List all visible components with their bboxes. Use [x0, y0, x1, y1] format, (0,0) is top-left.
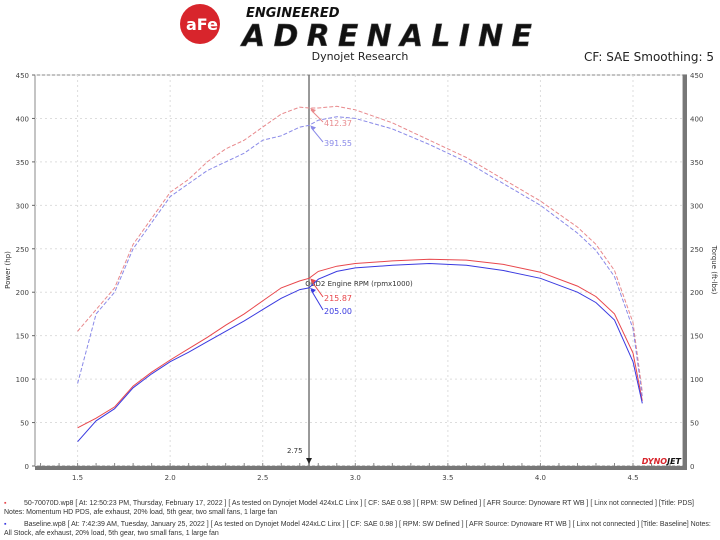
- x-tick-label: 2.0: [165, 474, 176, 482]
- y2-tick-label: 250: [690, 246, 703, 254]
- annotation-value: 391.55: [324, 139, 352, 148]
- x-tick-label: 3.5: [442, 474, 453, 482]
- y-tick-label: 0: [25, 463, 29, 471]
- cursor-arrow-icon: [306, 458, 313, 464]
- y-tick-label: 200: [16, 289, 29, 297]
- run-note-text: Baseline.wp8 [ At: 7:42:39 AM, Tuesday, …: [4, 521, 711, 537]
- series-line-torque-run: [77, 105, 643, 393]
- annotation-value: 215.87: [324, 294, 352, 303]
- y2-tick-label: 200: [690, 289, 703, 297]
- annotation-value: 205.00: [324, 307, 352, 316]
- plot-area: [34, 74, 684, 467]
- y2-tick-label: 100: [690, 376, 703, 384]
- y-tick-label: 300: [16, 202, 29, 210]
- y-tick-label: 450: [16, 72, 29, 80]
- y2-tick-label: 300: [690, 202, 703, 210]
- annotation-arrow-icon: [310, 125, 317, 131]
- x-tick-label: 3.0: [350, 474, 361, 482]
- x-tick-label: 4.0: [535, 474, 546, 482]
- y2-tick-label: 400: [690, 115, 703, 123]
- x-axis-bar: [35, 466, 687, 470]
- y-tick-label: 50: [20, 420, 29, 428]
- x-tick-label: 4.5: [627, 474, 638, 482]
- y-tick-label: 250: [16, 246, 29, 254]
- chart-subtitle: Dynojet Research: [311, 50, 409, 63]
- cursor-label: 2.75: [287, 447, 303, 455]
- annotation-leader: [310, 289, 324, 311]
- y2-axis-label: Torque (ft-lbs): [710, 245, 718, 295]
- series-line-power-baseline: [77, 262, 643, 443]
- annotation-arrow-icon: [310, 278, 317, 284]
- x-tick-label: 2.5: [257, 474, 268, 482]
- y2-tick-label: 50: [690, 420, 699, 428]
- svg-text:ENGINEERED: ENGINEERED: [246, 6, 340, 21]
- y2-tick-label: 150: [690, 333, 703, 341]
- y-axis-label: Power (hp): [4, 251, 12, 289]
- y2-axis-bar: [683, 75, 687, 466]
- y-tick-label: 350: [16, 159, 29, 167]
- y2-tick-label: 350: [690, 159, 703, 167]
- y-tick-label: 400: [16, 115, 29, 123]
- dyno-chart: 0 0 50 50 100 100 150 150 200 200 250 250 300 300 350 3…: [4, 72, 718, 482]
- x-axis-label: OBD2 Engine RPM (rpmx1000): [305, 280, 413, 288]
- svg-text:aFe: aFe: [186, 15, 218, 34]
- y-tick-label: 150: [16, 333, 29, 341]
- y2-tick-label: 0: [690, 463, 694, 471]
- y-tick-label: 100: [16, 376, 29, 384]
- run-note-1: ▪ 50-70070D.wp8 [ At: 12:50:23 PM, Thurs…: [4, 500, 694, 516]
- y2-tick-label: 450: [690, 72, 703, 80]
- annotation-arrow-icon: [310, 287, 317, 293]
- run-note-2: ▪ Baseline.wp8 [ At: 7:42:39 AM, Tuesday…: [4, 521, 711, 537]
- run-note-text: 50-70070D.wp8 [ At: 12:50:23 PM, Thursda…: [4, 500, 694, 516]
- afe-adrenaline-logo: aFe ENGINEERED ADRENALINE: [180, 4, 533, 48]
- series-line-torque-baseline: [77, 116, 643, 397]
- x-tick-label: 1.5: [72, 474, 83, 482]
- svg-text:ADRENALINE: ADRENALINE: [240, 19, 533, 48]
- annotation-arrow-icon: [310, 108, 317, 114]
- annotation-value: 412.37: [324, 119, 352, 128]
- dynojet-watermark: DYNOJET: [642, 457, 682, 466]
- series-line-power-run: [77, 258, 643, 429]
- correction-factor-label: CF: SAE Smoothing: 5: [583, 50, 714, 64]
